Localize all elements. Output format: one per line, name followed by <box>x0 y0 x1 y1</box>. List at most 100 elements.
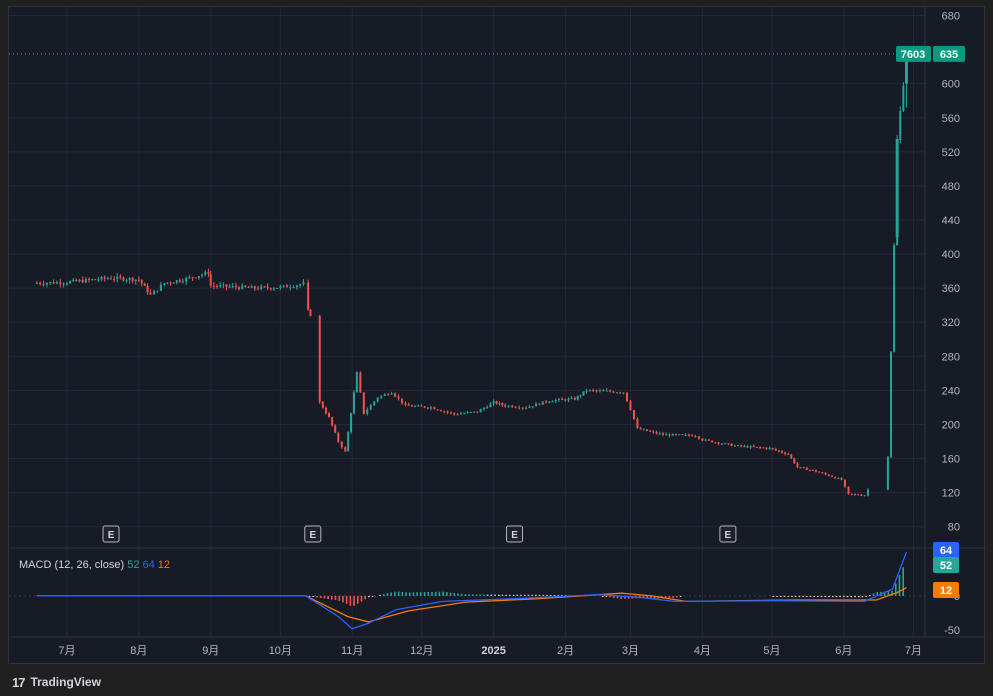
candle <box>570 398 573 400</box>
macd-histogram-bar <box>479 594 482 596</box>
candle <box>62 283 65 285</box>
macd-hist-tag: 52 <box>940 560 952 572</box>
candle <box>737 445 740 447</box>
candle <box>279 286 282 289</box>
candle <box>350 413 353 432</box>
candle <box>498 403 501 405</box>
macd-histogram-bar <box>772 595 775 597</box>
candle <box>324 407 327 414</box>
candle <box>204 272 207 275</box>
candle <box>231 285 234 287</box>
macd-histogram-bar <box>668 595 671 598</box>
candle <box>793 458 796 464</box>
candle <box>646 429 649 431</box>
candle <box>691 435 694 437</box>
candle <box>886 456 889 490</box>
candle <box>407 404 410 406</box>
candle <box>482 407 485 410</box>
macd-histogram-bar <box>319 595 322 599</box>
macd-histogram-bar <box>453 593 456 596</box>
candle <box>328 413 331 418</box>
macd-histogram-bar <box>382 594 385 596</box>
candle <box>895 139 899 238</box>
candle <box>548 401 551 403</box>
y-tick-label: 560 <box>942 113 960 125</box>
candle <box>423 406 426 408</box>
price-chart[interactable]: 7603 635 80 120 160 200 240 280 320 360 400 440 480 5… <box>9 7 986 665</box>
candle <box>573 398 576 400</box>
candle <box>116 276 119 279</box>
candle <box>818 471 821 473</box>
candle <box>652 431 655 433</box>
candle <box>152 290 155 295</box>
candle <box>45 283 48 285</box>
candle <box>39 283 42 285</box>
candle <box>387 394 390 396</box>
candle <box>853 494 856 496</box>
candle <box>687 434 690 436</box>
macd-histogram-bar <box>312 595 315 597</box>
x-tick-label: 3月 <box>622 645 639 657</box>
candle <box>106 278 109 280</box>
macd-histogram-bar <box>316 595 318 598</box>
candle <box>299 284 302 286</box>
candle <box>551 401 554 403</box>
earnings-marker: E <box>725 530 732 541</box>
candle <box>272 288 275 290</box>
candle <box>661 433 664 435</box>
candle <box>146 285 149 293</box>
candle <box>410 405 413 407</box>
candle <box>266 286 269 289</box>
macd-histogram-bar <box>620 595 623 599</box>
last-value-tag-bg <box>896 45 931 62</box>
chart-panel[interactable]: 7603 635 80 120 160 200 240 280 320 360 400 440 480 5… <box>8 6 986 665</box>
macd-histogram-bar <box>616 595 619 599</box>
candle <box>366 409 369 414</box>
candle <box>439 410 442 412</box>
candle <box>733 445 736 447</box>
candle <box>740 445 743 447</box>
macd-histogram-bar <box>471 594 474 596</box>
candle <box>380 395 383 398</box>
candle <box>717 442 720 444</box>
candle <box>453 412 456 415</box>
candle <box>373 401 376 406</box>
macd-histogram-bar <box>505 594 507 596</box>
macd-histogram-bar <box>386 593 389 596</box>
candle <box>790 454 793 459</box>
candle <box>545 401 548 403</box>
candle <box>355 372 358 393</box>
candle <box>674 434 677 436</box>
macd-histogram-bar <box>390 592 392 596</box>
macd-histogram-bar <box>457 593 459 596</box>
candle <box>655 431 658 434</box>
tradingview-logo-icon[interactable]: 17 <box>12 674 26 690</box>
candle <box>899 111 902 140</box>
candle <box>476 411 479 413</box>
candle <box>449 412 452 414</box>
candle <box>292 287 295 289</box>
candle <box>514 407 517 409</box>
brand-name[interactable]: TradingView <box>30 675 101 689</box>
candle <box>257 288 260 290</box>
y-tick-label: 160 <box>942 454 960 466</box>
macd-histogram-bar <box>824 595 827 598</box>
candle <box>131 278 134 282</box>
candle <box>52 282 55 284</box>
x-tick-label: 4月 <box>694 645 711 657</box>
candle <box>501 403 504 406</box>
x-tick-label: 11月 <box>341 645 363 657</box>
candle <box>639 428 642 430</box>
macd-histogram-bar <box>331 595 333 600</box>
candle <box>787 453 790 455</box>
candle <box>446 411 449 413</box>
macd-histogram-bar <box>820 595 823 597</box>
candle <box>762 447 765 449</box>
macd-histogram-bar <box>561 595 563 597</box>
candle <box>78 279 81 282</box>
candle <box>426 407 429 409</box>
candle <box>420 405 423 407</box>
candle <box>678 434 681 436</box>
macd-histogram-bar <box>646 595 648 599</box>
candle <box>837 478 840 480</box>
